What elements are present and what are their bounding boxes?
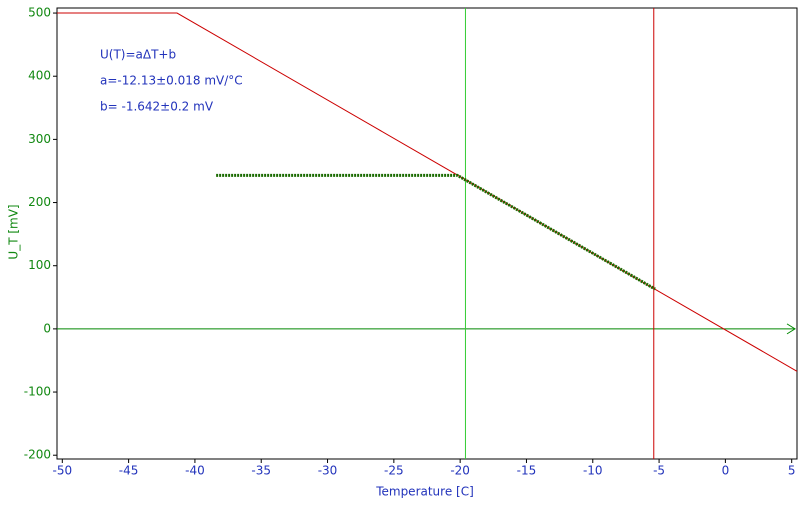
x-tick-label: -40 [185,464,205,478]
y-tick-label: 100 [28,258,51,272]
y-tick-label: -200 [24,448,51,462]
x-tick-label: -30 [318,464,338,478]
series-line [57,12,798,372]
plot-frame [56,7,798,460]
x-tick-label: -50 [52,464,72,478]
x-tick-label: -45 [119,464,139,478]
x-tick-label: -20 [450,464,470,478]
x-tick-label: 5 [788,464,796,478]
x-tick-label: -5 [653,464,665,478]
y-tick-label: 0 [43,321,51,335]
x-tick-label: -15 [517,464,537,478]
annotation: U(T)=aΔT+b [100,48,176,62]
x-tick-label: -25 [384,464,404,478]
y-axis-label: U_T [mV] [7,204,21,259]
y-tick-label: 300 [28,132,51,146]
y-tick-label: 400 [28,69,51,83]
annotation: b= -1.642±0.2 mV [100,100,214,114]
annotation: a=-12.13±0.018 mV/°C [100,74,243,88]
y-tick-label: -100 [24,385,51,399]
x-tick-label: 0 [722,464,730,478]
y-tick-label: 200 [28,195,51,209]
y-tick-label: 500 [28,6,51,20]
x-axis-label: Temperature [C] [375,485,474,499]
series-line [216,173,656,291]
x-tick-label: -35 [251,464,271,478]
zero-arrow [786,323,796,335]
x-tick-label: -10 [583,464,603,478]
